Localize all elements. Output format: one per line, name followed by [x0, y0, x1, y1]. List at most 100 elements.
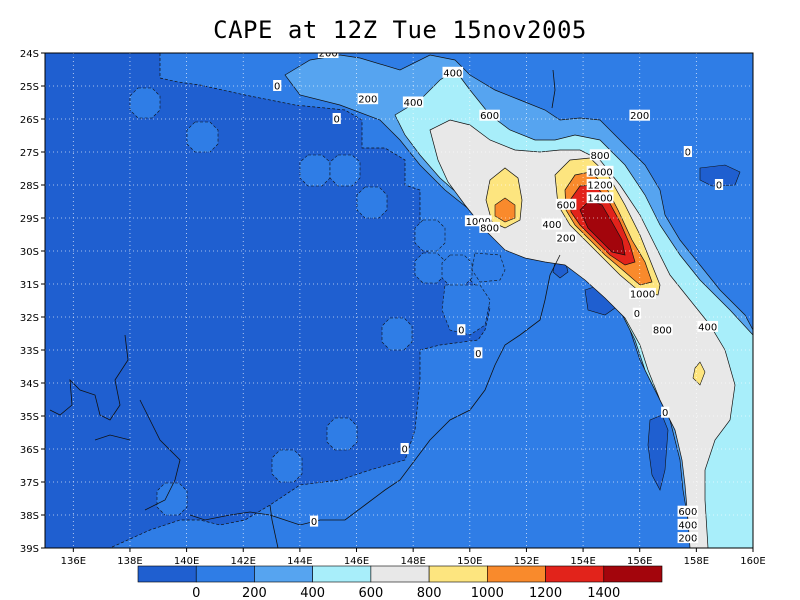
contour-label-text: 200: [557, 233, 576, 244]
contour-label-text: 0: [274, 82, 280, 93]
contour-label-bg: [586, 165, 614, 177]
y-tick-label: 37S: [20, 478, 39, 489]
colorbar-swatch: [428, 565, 488, 583]
map-title: CAPE at 12Z Tue 15nov2005: [213, 16, 587, 44]
field-fill-0-200: [326, 417, 358, 451]
y-tick-label: 26S: [20, 115, 39, 126]
contour-label-bg: [697, 320, 718, 332]
contour-label: 0: [474, 347, 483, 360]
colorbar-label: 200: [242, 586, 267, 600]
field-fill-0-200: [381, 317, 413, 351]
contour-label-bg: [400, 443, 409, 454]
contour-label: 400: [442, 66, 464, 79]
contour-label: 600: [677, 505, 699, 518]
contour-label-text: 0: [716, 181, 722, 192]
contour-label: 400: [697, 320, 718, 333]
field-fill-0-200: [129, 87, 161, 119]
field-fill-1000-1200: [494, 197, 516, 223]
contour-label-text: 1000: [466, 217, 491, 228]
contour-label: 1000: [464, 215, 492, 228]
contour-label-text: 1000: [587, 167, 612, 178]
y-tick-label: 27S: [20, 148, 39, 159]
contour-label: 1000: [586, 165, 614, 178]
contour-label-text: 0: [311, 517, 317, 528]
coastline-segment: [49, 334, 129, 421]
field-fill-0-200: [299, 154, 331, 187]
y-tick-label: 24S: [20, 49, 39, 60]
field-fill-0-200: [329, 154, 361, 187]
contour-label-bg: [457, 324, 466, 336]
x-tick-label: 152E: [514, 556, 539, 567]
contour-label: 0: [400, 443, 409, 456]
contour-label-text: 400: [678, 520, 697, 531]
contour-label-text: 0: [334, 115, 340, 126]
contour-label-bg: [479, 109, 500, 121]
y-tick-label: 34S: [20, 379, 39, 390]
y-tick-label: 39S: [20, 544, 39, 555]
contour-label: 0: [683, 146, 692, 159]
x-tick-label: 156E: [627, 556, 652, 567]
contour-label-bg: [555, 231, 577, 243]
x-tick-label: 142E: [231, 556, 256, 567]
contour-label-text: 200: [630, 111, 649, 122]
field-fill-below-0: [699, 164, 741, 187]
contour-label-bg: [332, 113, 341, 124]
contour-label: 800: [652, 324, 673, 337]
land-cells: [129, 87, 506, 516]
colorbar: 0 200 400 600 800 1000 1200 1400: [137, 565, 663, 600]
field-fill-0-200: [441, 284, 491, 336]
contour-label-text: 0: [662, 408, 668, 419]
contour-label-text: 800: [591, 151, 610, 162]
coastline-segment: [94, 434, 131, 441]
contour-label: 1000: [629, 287, 656, 300]
colorbar-label: 1000: [471, 586, 504, 600]
coastline-segment: [139, 399, 181, 511]
x-tick-label: 158E: [684, 556, 709, 567]
y-tick-label: 29S: [20, 214, 39, 225]
colorbar-label: 1400: [587, 586, 620, 600]
y-tick-label: 30S: [20, 247, 39, 258]
field-fill-0-200: [471, 252, 506, 283]
contour-label-text: 800: [480, 223, 499, 234]
field-fill-0-200: [186, 121, 219, 153]
contour-label-bg: [309, 515, 319, 527]
x-tick-label: 150E: [457, 556, 482, 567]
contour-label: 200: [317, 53, 339, 60]
x-tick-label: 144E: [287, 556, 312, 567]
contour-label-bg: [442, 66, 464, 78]
contour-label-bg: [464, 215, 492, 227]
contour-label-text: 800: [653, 326, 672, 337]
contour-label-bg: [677, 532, 699, 544]
x-axis: 136E 138E 140E 142E 144E 146E 148E 150E 152E 154E…: [61, 548, 766, 567]
colorbar-swatch: [487, 565, 546, 583]
y-tick-label: 31S: [20, 280, 39, 291]
colorbar-swatch: [545, 565, 605, 583]
contour-label-text: 0: [634, 309, 640, 320]
contour-label: 600: [479, 109, 500, 122]
contour-label-text: 600: [480, 111, 499, 122]
contour-label: 600: [555, 198, 577, 211]
contour-label-text: 1000: [630, 289, 655, 300]
contour-label-bg: [317, 53, 339, 58]
contour-label: 400: [402, 96, 424, 109]
contour-label-bg: [357, 93, 379, 105]
contour-label-bg: [586, 179, 614, 190]
field-fill-0-200: [441, 254, 473, 287]
y-tick-label: 25S: [20, 82, 39, 93]
contour-label-text: 0: [475, 349, 481, 360]
contour-label-text: 200: [678, 534, 697, 545]
contour-label-bg: [632, 307, 641, 319]
y-tick-label: 32S: [20, 313, 39, 324]
colorbar-swatch: [603, 565, 663, 583]
coastline-segment: [269, 504, 279, 548]
contour-label-bg: [273, 80, 282, 91]
contour-label: 200: [357, 93, 379, 106]
field-fill-0-200: [356, 186, 388, 219]
contour-label-text: 400: [443, 68, 462, 79]
contour-label: 200: [629, 109, 651, 122]
field-fill-below-0: [45, 53, 491, 548]
colorbar-label: 800: [417, 586, 442, 600]
